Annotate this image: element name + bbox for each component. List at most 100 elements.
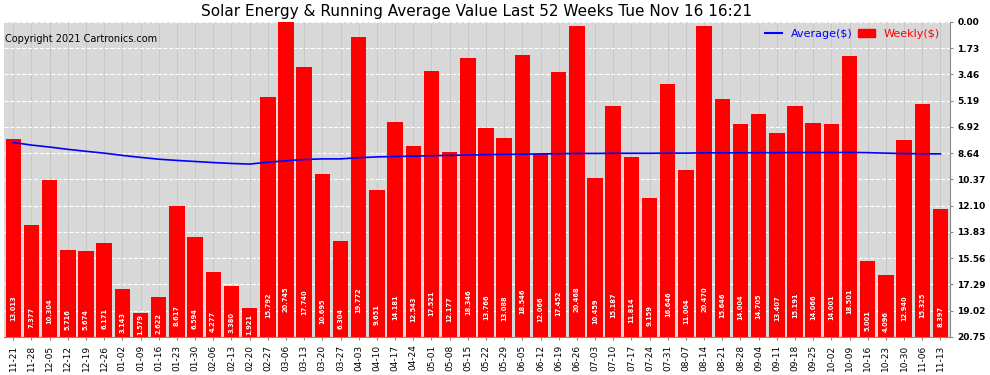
- Bar: [133, 313, 148, 337]
- Text: 15.646: 15.646: [720, 292, 726, 318]
- Bar: [351, 37, 366, 337]
- Bar: [860, 261, 875, 337]
- Text: 11.814: 11.814: [629, 297, 635, 322]
- Bar: [387, 122, 403, 337]
- Legend: Average($), Weekly($): Average($), Weekly($): [760, 24, 944, 43]
- Text: 3.143: 3.143: [120, 312, 126, 333]
- Text: 20.470: 20.470: [701, 286, 707, 312]
- Bar: [533, 154, 548, 337]
- Bar: [296, 68, 312, 337]
- Bar: [769, 133, 785, 337]
- Bar: [369, 190, 384, 337]
- Bar: [96, 243, 112, 337]
- Text: 12.543: 12.543: [410, 296, 416, 322]
- Bar: [460, 58, 475, 337]
- Text: 17.740: 17.740: [301, 290, 307, 315]
- Bar: [551, 72, 566, 337]
- Text: 14.705: 14.705: [755, 294, 761, 319]
- Text: 6.594: 6.594: [192, 308, 198, 329]
- Bar: [806, 123, 821, 337]
- Text: 8.617: 8.617: [174, 306, 180, 327]
- Bar: [624, 158, 640, 337]
- Text: 7.377: 7.377: [29, 307, 35, 328]
- Bar: [606, 106, 621, 337]
- Bar: [442, 152, 457, 337]
- Bar: [715, 99, 730, 337]
- Bar: [24, 225, 40, 337]
- Bar: [733, 124, 748, 337]
- Bar: [424, 71, 440, 337]
- Bar: [478, 128, 494, 337]
- Text: 12.066: 12.066: [538, 297, 544, 322]
- Bar: [224, 286, 240, 337]
- Text: 18.346: 18.346: [464, 289, 471, 315]
- Bar: [896, 140, 912, 337]
- Bar: [206, 272, 221, 337]
- Bar: [842, 56, 857, 337]
- Text: 14.001: 14.001: [829, 294, 835, 320]
- Bar: [187, 237, 203, 337]
- Bar: [751, 114, 766, 337]
- Text: 15.792: 15.792: [264, 292, 271, 318]
- Text: 8.397: 8.397: [938, 306, 943, 327]
- Bar: [333, 241, 348, 337]
- Bar: [642, 198, 657, 337]
- Bar: [406, 146, 421, 337]
- Text: 19.772: 19.772: [355, 287, 361, 313]
- Text: 14.066: 14.066: [810, 294, 816, 320]
- Bar: [678, 170, 694, 337]
- Bar: [824, 124, 840, 337]
- Bar: [42, 180, 57, 337]
- Text: 9.159: 9.159: [646, 305, 652, 326]
- Bar: [315, 174, 330, 337]
- Text: 2.622: 2.622: [155, 313, 161, 334]
- Text: 5.674: 5.674: [83, 309, 89, 330]
- Text: Copyright 2021 Cartronics.com: Copyright 2021 Cartronics.com: [5, 34, 157, 44]
- Text: 10.304: 10.304: [47, 299, 52, 324]
- Bar: [878, 275, 894, 337]
- Text: 1.921: 1.921: [247, 314, 252, 334]
- Bar: [151, 297, 166, 337]
- Text: 13.766: 13.766: [483, 295, 489, 320]
- Text: 5.001: 5.001: [864, 310, 871, 331]
- Bar: [515, 55, 530, 337]
- Bar: [169, 206, 184, 337]
- Text: 16.646: 16.646: [664, 291, 671, 317]
- Title: Solar Energy & Running Average Value Last 52 Weeks Tue Nov 16 16:21: Solar Energy & Running Average Value Las…: [201, 4, 752, 19]
- Text: 18.501: 18.501: [846, 289, 852, 315]
- Text: 18.546: 18.546: [520, 289, 526, 314]
- Text: 12.177: 12.177: [446, 297, 452, 322]
- Text: 11.004: 11.004: [683, 298, 689, 324]
- Text: 20.745: 20.745: [283, 286, 289, 312]
- Text: 15.187: 15.187: [610, 293, 616, 318]
- Bar: [569, 26, 584, 337]
- Text: 14.181: 14.181: [392, 294, 398, 320]
- Bar: [587, 178, 603, 337]
- Text: 10.459: 10.459: [592, 299, 598, 324]
- Text: 4.096: 4.096: [883, 311, 889, 332]
- Text: 13.407: 13.407: [774, 295, 780, 321]
- Bar: [242, 308, 257, 337]
- Text: 20.468: 20.468: [574, 286, 580, 312]
- Text: 9.651: 9.651: [374, 304, 380, 325]
- Text: 14.004: 14.004: [738, 294, 743, 320]
- Bar: [115, 289, 130, 337]
- Text: 3.380: 3.380: [229, 312, 235, 333]
- Text: 17.452: 17.452: [555, 290, 561, 316]
- Text: 13.088: 13.088: [501, 296, 507, 321]
- Text: 13.013: 13.013: [10, 296, 16, 321]
- Bar: [60, 250, 75, 337]
- Text: 1.579: 1.579: [138, 314, 144, 335]
- Text: 12.940: 12.940: [901, 296, 907, 321]
- Bar: [278, 22, 294, 337]
- Text: 6.171: 6.171: [101, 309, 107, 330]
- Bar: [933, 209, 948, 337]
- Bar: [260, 97, 275, 337]
- Bar: [915, 104, 930, 337]
- Text: 10.695: 10.695: [320, 298, 326, 324]
- Bar: [787, 106, 803, 337]
- Bar: [696, 26, 712, 337]
- Text: 17.521: 17.521: [429, 290, 435, 316]
- Text: 5.716: 5.716: [64, 309, 71, 330]
- Bar: [496, 138, 512, 337]
